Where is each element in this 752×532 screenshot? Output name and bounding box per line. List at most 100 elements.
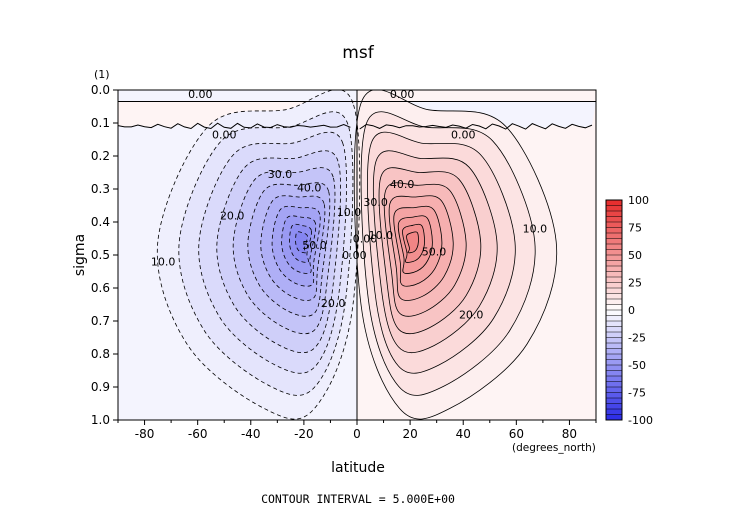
x-tick-label: 20 bbox=[402, 427, 417, 441]
colorbar-swatch bbox=[606, 398, 622, 404]
colorbar-frame bbox=[605, 199, 623, 421]
x-tick-label: -20 bbox=[294, 427, 314, 441]
colorbar-swatch bbox=[606, 266, 622, 272]
northern-cell-contour-2 bbox=[360, 111, 536, 396]
contour-label: 10.0 bbox=[151, 256, 176, 269]
colorbar-swatch bbox=[606, 343, 622, 349]
colorbar-swatch bbox=[606, 260, 622, 267]
northern-cell-contour-11 bbox=[406, 231, 419, 254]
northern-cell-contour-5 bbox=[378, 167, 482, 335]
contour-label-text: 30.0 bbox=[363, 196, 388, 209]
colorbar-swatch bbox=[606, 255, 622, 261]
colorbar-tick-label: 100 bbox=[628, 194, 649, 207]
contour-label: 0.00 bbox=[188, 90, 213, 101]
north-zero-line bbox=[359, 123, 593, 130]
colorbar-tick-label: -75 bbox=[628, 387, 646, 400]
units-label: (1) bbox=[94, 68, 110, 81]
northern-cell-contour-9 bbox=[397, 215, 433, 274]
contour-label: 40.0 bbox=[297, 181, 322, 194]
y-tick-label: 0.6 bbox=[91, 281, 110, 295]
contour-fills bbox=[118, 90, 596, 420]
contour-label: 50.0 bbox=[422, 246, 447, 259]
northern-cell-contour-10 bbox=[402, 223, 425, 263]
colorbar-swatch bbox=[606, 200, 622, 206]
southern-cell-contour-2 bbox=[178, 111, 354, 396]
colorbar-swatch bbox=[606, 244, 622, 250]
colorbar-swatch bbox=[606, 205, 622, 212]
x-tick-label: 80 bbox=[562, 427, 577, 441]
x-axis-label: latitude bbox=[331, 460, 385, 476]
colorbar-swatch bbox=[606, 365, 622, 371]
contour-label-text: 0.00 bbox=[451, 129, 476, 142]
colorbar-swatch bbox=[606, 293, 622, 300]
colorbar: 100 75 50 25 0 -25 -50 -75 -100 bbox=[605, 194, 653, 427]
colorbar-tick-label: 75 bbox=[628, 222, 642, 235]
colorbar-swatch bbox=[606, 310, 622, 316]
contour-interval-note: CONTOUR INTERVAL = 5.000E+00 bbox=[261, 492, 455, 506]
colorbar-swatch bbox=[606, 409, 622, 415]
y-axis-label: sigma bbox=[72, 234, 88, 276]
y-tick-label: 0.3 bbox=[91, 182, 110, 196]
y-axis: 0.0 0.1 0.2 0.3 0.4 0.5 0.6 0.7 0.8 0.9 1.0 bbox=[91, 83, 118, 427]
x-tick-label: -80 bbox=[135, 427, 155, 441]
contour-label-text: 50.0 bbox=[422, 246, 447, 259]
northern-cell-contour-6 bbox=[383, 182, 467, 317]
y-tick-label: 0.0 bbox=[91, 83, 110, 97]
southern-cell-contour-10 bbox=[289, 223, 312, 263]
contour-label: 40.0 bbox=[390, 178, 415, 191]
contour-label: 30.0 bbox=[268, 168, 293, 181]
colorbar-swatch bbox=[606, 222, 622, 228]
southern-cell-contour-7 bbox=[260, 195, 326, 301]
y-tick-label: 0.8 bbox=[91, 347, 110, 361]
x-tick-label: 40 bbox=[456, 427, 471, 441]
contour-label-text: 10.0 bbox=[369, 229, 394, 242]
colorbar-tick-label: 0 bbox=[628, 304, 635, 317]
contour-label-text: 0.00 bbox=[212, 129, 237, 142]
y-tick-label: 0.2 bbox=[91, 149, 110, 163]
colorbar-swatch bbox=[606, 299, 622, 305]
y-tick-label: 0.5 bbox=[91, 248, 110, 262]
colorbar-swatch bbox=[606, 238, 622, 245]
colorbar-swatch bbox=[606, 392, 622, 399]
colorbar-swatch bbox=[606, 354, 622, 360]
x-tick-label: -60 bbox=[188, 427, 208, 441]
contour-label: 50.0 bbox=[302, 239, 327, 252]
northern-cell-contour-1 bbox=[353, 90, 558, 420]
colorbar-tick-label: 25 bbox=[628, 277, 642, 290]
contour-label: 20.0 bbox=[321, 297, 346, 310]
colorbar-swatch bbox=[606, 304, 622, 311]
colorbar-swatch bbox=[606, 414, 622, 421]
contour-label-text: 20.0 bbox=[459, 308, 484, 321]
contour-label: 30.0 bbox=[363, 196, 388, 209]
x-tick-label: 0 bbox=[353, 427, 361, 441]
colorbar-swatch bbox=[606, 337, 622, 344]
contour-label-text: 10.0 bbox=[151, 256, 176, 269]
colorbar-swatch bbox=[606, 227, 622, 234]
contour-label-text: 10.0 bbox=[337, 206, 362, 219]
x-tick-label: -40 bbox=[241, 427, 261, 441]
colorbar-swatch bbox=[606, 326, 622, 333]
chart-title: msf bbox=[342, 43, 374, 63]
y-tick-label: 0.7 bbox=[91, 314, 110, 328]
southern-cell-contour-1 bbox=[156, 90, 361, 420]
contour-label: 0.00 bbox=[451, 129, 476, 142]
y-tick-label: 0.9 bbox=[91, 380, 110, 394]
southern-cell-contour-8 bbox=[271, 205, 321, 287]
colorbar-swatch bbox=[606, 315, 622, 322]
contour-label: 20.0 bbox=[459, 308, 484, 321]
northern-cell-contour-7 bbox=[388, 195, 454, 301]
colorbar-swatch bbox=[606, 216, 622, 223]
contour-label-text: 50.0 bbox=[302, 239, 327, 252]
colorbar-tick-label: 50 bbox=[628, 249, 642, 262]
colorbar-swatch bbox=[606, 277, 622, 283]
colorbar-swatch bbox=[606, 332, 622, 338]
contour-lines bbox=[118, 90, 596, 420]
contour-label-text: 40.0 bbox=[390, 178, 415, 191]
colorbar-tick-label: -100 bbox=[628, 414, 653, 427]
y-tick-label: 1.0 bbox=[91, 413, 110, 427]
colorbar-swatch bbox=[606, 403, 622, 410]
contour-labels: 0.00 0.000.00 0.0030.040.020.010.050.010.0… bbox=[151, 90, 547, 321]
contour-label-text: 20.0 bbox=[220, 209, 245, 222]
contour-label: 20.0 bbox=[220, 209, 245, 222]
southern-cell-contour-3 bbox=[198, 131, 347, 374]
